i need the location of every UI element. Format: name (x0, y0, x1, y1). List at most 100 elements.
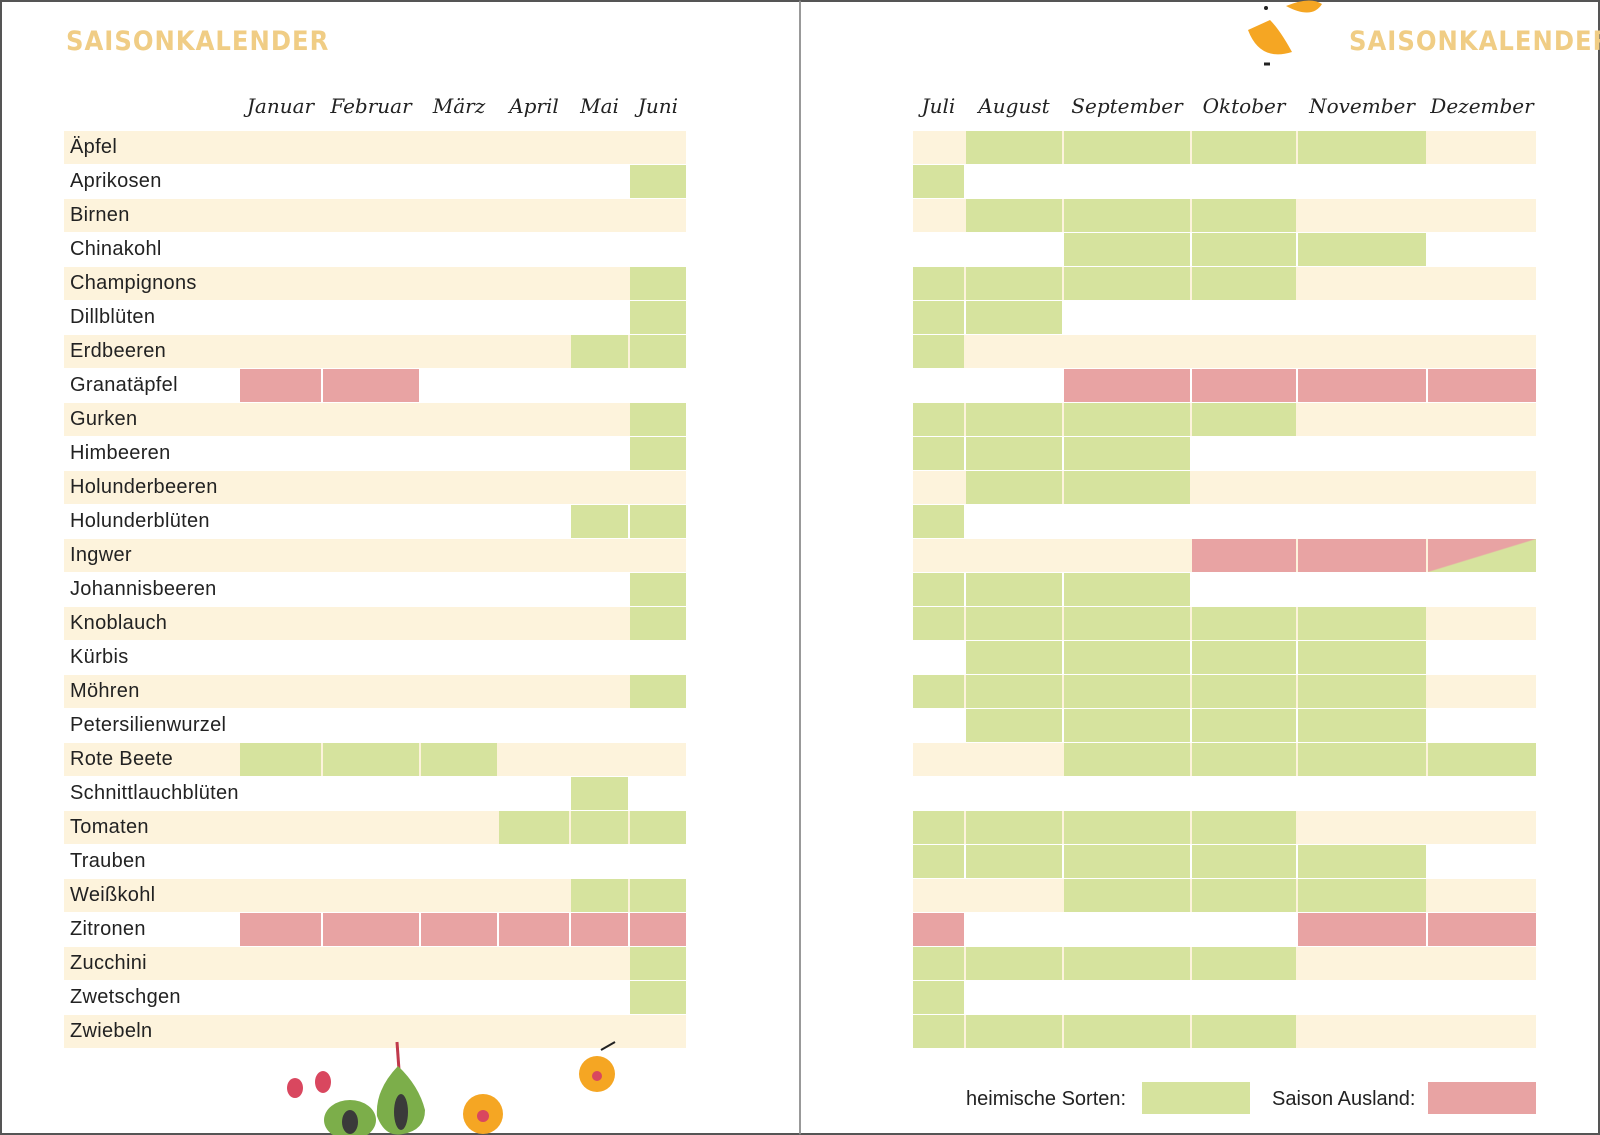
row-band (64, 403, 686, 436)
season-cell-heimisch (913, 811, 964, 844)
season-cell-heimisch (1192, 845, 1296, 878)
produce-label: Holunderbeeren (70, 476, 218, 498)
season-cell-ausland (630, 913, 686, 946)
season-cell-heimisch (913, 981, 964, 1014)
produce-label: Aprikosen (70, 170, 162, 192)
season-cell-heimisch (1192, 675, 1296, 708)
month-header-cell: Oktober (1202, 94, 1286, 118)
season-cell-heimisch (630, 267, 686, 300)
page-title-left: SAISONKALENDER (66, 26, 330, 57)
season-cell-heimisch (571, 335, 628, 368)
season-cell-heimisch (1064, 199, 1190, 232)
season-cell-heimisch (1064, 743, 1190, 776)
season-cell-heimisch (1192, 267, 1296, 300)
season-cell-heimisch (1192, 811, 1296, 844)
produce-label: Ingwer (70, 544, 132, 566)
row-band (64, 471, 686, 504)
season-cell-ausland (421, 913, 497, 946)
season-cell-heimisch (630, 947, 686, 980)
season-cell-heimisch (240, 743, 321, 776)
produce-label: Äpfel (70, 136, 118, 158)
month-header-cell: Juli (921, 94, 956, 118)
month-header-cell: März (432, 94, 486, 118)
season-cell-ausland (1192, 369, 1296, 402)
season-cell-heimisch (630, 981, 686, 1014)
apricot-icon (1248, 0, 1322, 66)
season-cell-heimisch (571, 811, 628, 844)
season-cell-ausland (913, 913, 964, 946)
season-cell-ausland (1298, 539, 1426, 572)
season-cell-ausland (323, 913, 419, 946)
season-cell-heimisch (966, 199, 1062, 232)
produce-label: Zucchini (70, 952, 147, 974)
season-cell-heimisch (966, 675, 1062, 708)
season-cell-heimisch (966, 947, 1062, 980)
produce-label: Gurken (70, 408, 138, 430)
produce-label: Champignons (70, 272, 197, 294)
season-cell-ausland (240, 369, 321, 402)
season-cell-heimisch (630, 403, 686, 436)
month-header-cell: August (978, 94, 1050, 118)
season-cell-heimisch (571, 879, 628, 912)
season-cell-heimisch (966, 845, 1062, 878)
season-cell-heimisch (966, 301, 1062, 334)
season-cell-heimisch (913, 607, 964, 640)
row-band (64, 1015, 686, 1048)
produce-label: Chinakohl (70, 238, 162, 260)
month-header-cell: Januar (246, 94, 315, 118)
season-cell-heimisch (913, 675, 964, 708)
season-cell-ausland (1192, 539, 1296, 572)
row-band (64, 199, 686, 232)
season-cell-heimisch (1298, 743, 1426, 776)
produce-label: Rote Beete (70, 748, 174, 770)
produce-label: Knoblauch (70, 612, 168, 634)
season-cell-heimisch (966, 811, 1062, 844)
season-cell-ausland (1298, 369, 1426, 402)
season-cell-heimisch (630, 879, 686, 912)
row-band (64, 947, 686, 980)
produce-label: Zwetschgen (70, 986, 181, 1008)
season-cell-heimisch (966, 131, 1062, 164)
produce-label: Möhren (70, 680, 140, 702)
season-cell-heimisch (1064, 675, 1190, 708)
produce-label: Petersilienwurzel (70, 714, 227, 736)
season-cell-heimisch (913, 947, 964, 980)
page-title-right: SAISONKALENDER (1349, 26, 1600, 57)
month-header-cell: Mai (580, 94, 619, 118)
season-cell-heimisch (1298, 233, 1426, 266)
season-cell-heimisch (1064, 607, 1190, 640)
produce-label: Dillblüten (70, 306, 156, 328)
produce-label: Himbeeren (70, 442, 171, 464)
produce-label: Schnittlauchblüten (70, 782, 239, 804)
season-cell-heimisch (1192, 709, 1296, 742)
season-cell-heimisch (966, 641, 1062, 674)
season-cell-heimisch (571, 505, 628, 538)
season-cell-heimisch (1064, 1015, 1190, 1048)
row-band (64, 131, 686, 164)
season-cell-heimisch (1192, 743, 1296, 776)
season-cell-heimisch (1064, 267, 1190, 300)
month-header-cell: November (1309, 94, 1415, 118)
season-cell-heimisch (1298, 641, 1426, 674)
fruit-illustration-icon (287, 1041, 503, 1135)
produce-label: Holunderblüten (70, 510, 210, 532)
season-cell-heimisch (1064, 947, 1190, 980)
month-header-cell: April (509, 94, 559, 118)
season-cell-heimisch (630, 573, 686, 606)
produce-label: Tomaten (70, 816, 149, 838)
season-cell-heimisch (1298, 675, 1426, 708)
season-cell-heimisch (966, 437, 1062, 470)
legend-ausland-label: Saison Ausland: (1272, 1088, 1416, 1110)
season-cell-heimisch (1064, 573, 1190, 606)
season-cell-heimisch (1064, 233, 1190, 266)
season-cell-heimisch (630, 675, 686, 708)
season-cell-heimisch (913, 267, 964, 300)
season-cell-heimisch (1192, 879, 1296, 912)
season-cell-heimisch (1064, 403, 1190, 436)
season-cell-heimisch (913, 301, 964, 334)
season-cell-heimisch (966, 471, 1062, 504)
season-cell-heimisch (1064, 709, 1190, 742)
month-header-cell: Juni (637, 94, 679, 118)
legend-heimisch-label: heimische Sorten: (966, 1088, 1127, 1110)
season-cell-heimisch (1064, 641, 1190, 674)
